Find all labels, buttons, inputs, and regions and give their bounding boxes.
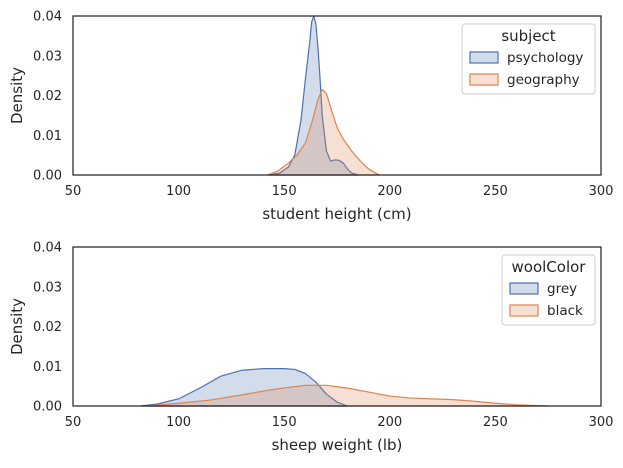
legend-box (461, 23, 596, 95)
legend: woolColor grey black (501, 254, 596, 326)
y-axis-label: Density (8, 298, 26, 355)
legend-box (501, 254, 596, 326)
x-tick-label: 100 (166, 184, 191, 199)
x-tick-label: 300 (589, 415, 614, 430)
x-tick-label: 200 (377, 184, 402, 199)
x-tick-label: 150 (272, 184, 297, 199)
x-tick-label: 250 (483, 184, 508, 199)
x-tick-label: 200 (377, 415, 402, 430)
x-tick-label: 100 (166, 415, 191, 430)
y-tick-label: 0.00 (33, 400, 62, 415)
legend-label-grey: grey (547, 281, 577, 297)
legend-label-psychology: psychology (507, 50, 583, 66)
y-tick-label: 0.04 (33, 241, 62, 256)
y-tick-label: 0.01 (33, 360, 62, 375)
y-tick-label: 0.03 (33, 49, 62, 64)
series-area-psychology (268, 15, 359, 176)
legend-title: subject (501, 27, 555, 45)
legend-swatch-grey (509, 282, 539, 295)
chart-panel-1: 50 100 150 200 250 300 0.00 0.01 0.02 0.03 0.04 stu… (8, 10, 613, 224)
y-axis-label: Density (8, 67, 26, 124)
x-axis-label: sheep weight (lb) (272, 436, 403, 454)
x-tick-label: 50 (65, 184, 82, 199)
legend: subject psychology geography (461, 23, 596, 95)
series-area-grey (139, 368, 349, 407)
axes-frame (72, 246, 602, 407)
x-tick-label: 150 (272, 415, 297, 430)
y-tick-label: 0.02 (33, 320, 62, 335)
series-area-geography (266, 88, 380, 176)
y-tick-label: 0.04 (33, 10, 62, 25)
axes-frame (72, 15, 602, 176)
legend-title: woolColor (512, 258, 587, 276)
x-tick-label: 300 (589, 184, 614, 199)
legend-swatch-black (509, 304, 539, 317)
chart-panel-2: 50 100 150 200 250 300 0.00 0.01 0.02 0.03 0.04 she… (8, 241, 613, 455)
y-tick-label: 0.01 (33, 129, 62, 144)
x-tick-label: 250 (483, 415, 508, 430)
y-tick-label: 0.00 (33, 169, 62, 184)
y-tick-label: 0.02 (33, 89, 62, 104)
y-tick-label: 0.03 (33, 280, 62, 295)
legend-swatch-geography (469, 73, 499, 86)
legend-label-geography: geography (507, 72, 580, 88)
x-axis-label: student height (cm) (262, 205, 411, 223)
legend-swatch-psychology (469, 51, 499, 64)
x-tick-label: 50 (65, 415, 82, 430)
series-area-black (146, 384, 549, 407)
legend-label-black: black (547, 303, 583, 319)
